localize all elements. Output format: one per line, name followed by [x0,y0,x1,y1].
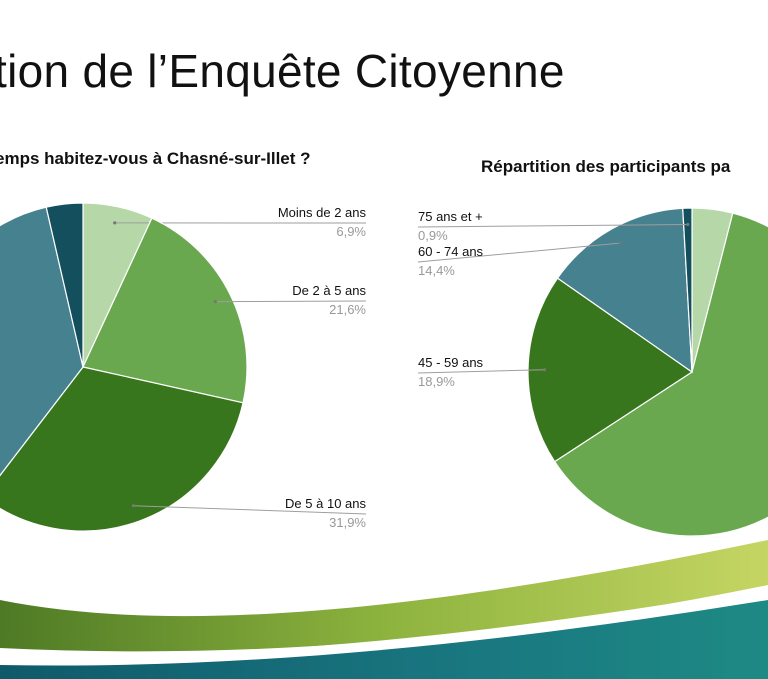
leader-line [417,224,688,228]
leader-line [417,242,621,263]
slice-label: De 5 à 10 ans [285,496,366,511]
pie-slice-4 [45,202,84,368]
chart-title-age: Répartition des participants pa [481,157,731,176]
slice-value: 0,9% [418,228,448,243]
leader-line [417,369,545,374]
pie-chart-residence: Moins de 2 ans 6,9% De 2 à 5 ans 21,6% De 5 … [0,202,367,532]
leader-dot [131,504,135,508]
pie-chart-age: 45 - 59 ans 18,9% 60 - 74 ans 14,4% 75 ans e… [417,207,768,537]
leader-dot [113,221,117,225]
pie-slice-de-2-5-ans [82,217,248,404]
slice-label: 60 - 74 ans [418,244,484,259]
chart-title-residence: emps habitez-vous à Chasné-sur-Illet ? [0,149,311,168]
slice-label: De 2 à 5 ans [292,283,366,298]
pie-slice-45-59-ans [527,277,694,463]
slice-label: 45 - 59 ans [418,355,484,370]
slice-value: 6,9% [336,224,366,239]
slice-value: 21,6% [329,302,366,317]
pie-slice-75-ans-et [682,207,693,373]
leader-dot [542,368,547,372]
pie-slice-3 [0,206,84,477]
slice-value: 31,9% [329,515,366,530]
leader-line [133,505,367,515]
slice-label: Moins de 2 ans [278,205,367,220]
swoosh-white-line [0,588,768,660]
leader-dot [618,241,622,245]
slice-value: 14,4% [418,263,455,278]
swoosh-green-band [0,540,768,652]
leader-dot [686,222,690,227]
slide-title: tion de l’Enquête Citoyenne [0,45,565,97]
slice-value: 18,9% [418,374,455,389]
pie-slice-60-74-ans [556,207,693,374]
slice-label: 75 ans et + [418,209,483,224]
pie-slice-de-5-10-ans [0,366,244,532]
leader-dot [213,300,217,304]
swoosh-teal-band [0,600,768,679]
decorative-swoosh [0,540,768,679]
leader-line [215,300,367,303]
pie-slice-1 [553,212,768,537]
